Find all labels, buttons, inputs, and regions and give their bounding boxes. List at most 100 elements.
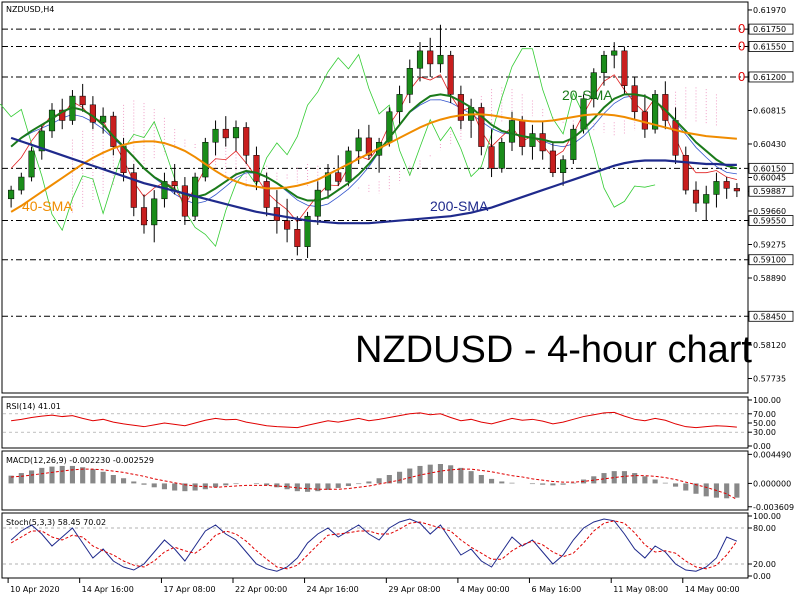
sub-tick-label: 70.00 (753, 410, 776, 419)
bull-candle (28, 150, 35, 178)
candle (549, 142, 556, 178)
bull-candle (355, 137, 362, 152)
bull-candle (590, 72, 597, 99)
bear-candle (181, 185, 188, 217)
candle (345, 146, 352, 186)
candle (590, 68, 597, 108)
bear-candle (682, 155, 689, 191)
stoch-panel (1, 512, 749, 579)
candle (324, 163, 332, 199)
candle (560, 155, 567, 186)
candle (59, 98, 66, 130)
price-plot: 0 0 0 (0, 21, 748, 317)
bear-candle (284, 220, 291, 230)
price-level-box (748, 23, 794, 35)
bull-candle (100, 115, 107, 123)
candle (498, 137, 505, 173)
time-tick-label: 24 Apr 16:00 (307, 585, 359, 594)
time-tick-label: 11 May 08:00 (613, 585, 668, 594)
price-level-box (748, 185, 794, 197)
price-tick-label: 0.59887 (753, 187, 786, 196)
bull-candle (652, 94, 659, 130)
time-tick-label: 14 May 00:00 (685, 585, 740, 594)
bull-candle (703, 194, 710, 204)
bull-candle (324, 172, 332, 191)
bull-candle (437, 54, 444, 65)
sub-tick-label: 100.00 (753, 396, 781, 405)
bull-candle (529, 133, 536, 147)
price-tick-label: 0.61200 (753, 73, 786, 82)
candle (570, 124, 577, 164)
bear-candle (692, 189, 700, 204)
bull-candle (713, 181, 720, 195)
price-tick-label: 0.61550 (753, 43, 786, 52)
sma-line-200-sma (10, 136, 737, 225)
bull-candle (580, 98, 587, 130)
price-level-box (748, 162, 794, 174)
time-tick-label: 17 Apr 08:00 (163, 585, 215, 594)
candle (314, 181, 321, 225)
bull-candle (416, 50, 424, 69)
candle (682, 146, 689, 195)
sma-line-20-sma (10, 93, 738, 202)
bear-candle (672, 120, 679, 156)
candle (151, 190, 158, 243)
sub-tick-label: 20.00 (753, 560, 776, 569)
bear-candle (140, 207, 148, 226)
bear-candle (171, 181, 178, 187)
candle (416, 42, 424, 82)
sub-tick-label: 80.00 (753, 524, 776, 533)
bear-candle (519, 120, 526, 147)
bull-candle (600, 54, 608, 73)
candle (253, 146, 260, 191)
bull-candle (202, 141, 209, 178)
bull-candle (304, 215, 311, 247)
bear-candle (365, 137, 372, 156)
bear-candle (335, 172, 342, 182)
price-tick-label: 0.58120 (753, 341, 786, 350)
bear-candle (222, 128, 229, 139)
price-level-box (748, 254, 794, 266)
signal-line (10, 520, 738, 570)
candle (202, 137, 209, 182)
price-tick-label: 0.61970 (753, 6, 786, 15)
price-tick-label: 0.58450 (753, 312, 786, 321)
candle (243, 122, 250, 164)
bull-candle (314, 189, 321, 217)
candle (529, 124, 536, 160)
bull-candle (611, 50, 618, 56)
candle (652, 90, 659, 134)
price-tick-label: 0.59275 (753, 240, 786, 249)
macd-plot: 0.004490 0.000000 -0.003609 (8, 450, 794, 512)
price-level-box (748, 41, 794, 52)
bear-candle (120, 146, 127, 173)
sma-line-40-sma (10, 113, 737, 213)
bear-candle (130, 172, 137, 208)
candle (8, 185, 15, 208)
bear-candle (723, 181, 730, 189)
candle (38, 124, 45, 160)
bear-candle (641, 111, 648, 130)
price-tick-label: 0.60150 (753, 164, 786, 173)
rsi-header: RSI(14) 41.01 (6, 402, 61, 411)
candle (406, 59, 413, 104)
fib-marker: 0 (738, 69, 745, 84)
candle (100, 107, 107, 134)
candle (181, 177, 188, 225)
bull-candle (498, 141, 505, 169)
price-level-box (748, 215, 794, 226)
time-tick-label: 22 Apr 00:00 (235, 585, 287, 594)
sma-20-label: 20-SMA (562, 87, 613, 103)
bear-candle (89, 104, 96, 123)
price-level-box (748, 310, 794, 322)
price-tick-label: 0.59550 (753, 217, 786, 226)
bull-candle (38, 130, 45, 152)
bull-candle (151, 198, 158, 226)
stoch-plot: 100.00 80.00 20.00 0.00 (3, 512, 781, 581)
candle (396, 85, 403, 125)
candle (284, 198, 291, 243)
price-tick-label: 0.59660 (753, 207, 786, 216)
price-tick-label: 0.60815 (753, 106, 786, 115)
candle (723, 177, 730, 199)
